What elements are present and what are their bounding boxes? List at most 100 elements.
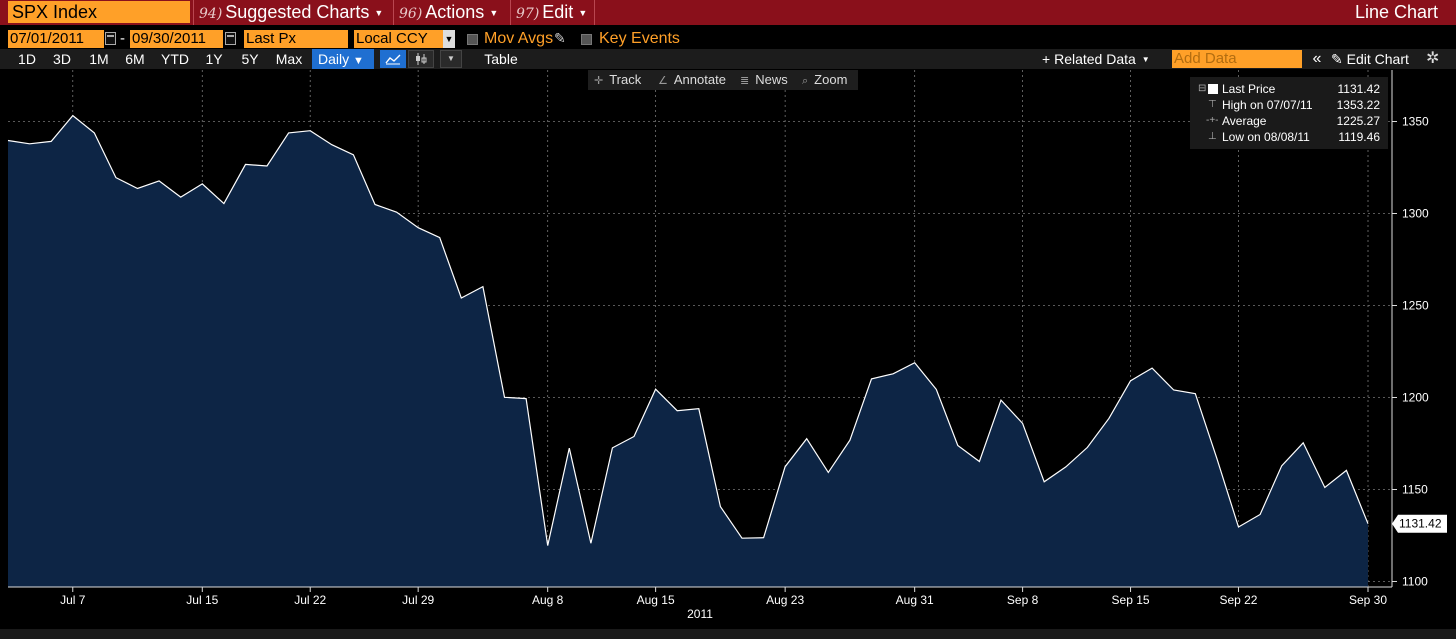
zoom-tool[interactable]: ⌕ Zoom	[802, 70, 847, 90]
legend-value: 1225.27	[1336, 114, 1380, 128]
start-date-field[interactable]: 07/01/2011	[8, 30, 104, 48]
x-tick-label: Sep 15	[1112, 593, 1150, 607]
x-tick-label: Aug 31	[896, 593, 934, 607]
x-tick-label: Jul 7	[60, 593, 86, 607]
y-tick-label: 1200	[1402, 390, 1429, 404]
x-tick-label: Jul 29	[402, 593, 434, 607]
ticker-field[interactable]: SPX Index	[8, 1, 190, 23]
high-marker-icon: ⊤	[1208, 99, 1217, 110]
plus-icon: +	[1042, 51, 1055, 67]
y-tick-label: 1300	[1402, 207, 1429, 221]
calendar-icon[interactable]	[105, 32, 116, 45]
controls-row: 07/01/2011 - 09/30/2011 Last Px Local CC…	[0, 29, 1456, 50]
pencil-icon: ✎	[1331, 51, 1347, 67]
legend-high[interactable]: ⊤ High on 07/07/11 1353.22	[1190, 97, 1388, 113]
period-1d[interactable]: 1D	[18, 51, 36, 67]
legend-value: 1353.22	[1336, 98, 1380, 112]
candlestick-icon[interactable]	[408, 50, 434, 68]
track-label: Track	[609, 72, 642, 87]
caret-down-icon: ▼	[1141, 55, 1150, 64]
period-1m[interactable]: 1M	[89, 51, 109, 67]
legend-label: Last Price	[1222, 82, 1276, 96]
period-1y[interactable]: 1Y	[205, 51, 223, 67]
pencil-icon[interactable]: ✎	[554, 30, 566, 46]
table-button[interactable]: Table	[484, 51, 518, 67]
period-6m[interactable]: 6M	[125, 51, 145, 67]
average-marker-icon: -+-	[1206, 115, 1219, 126]
x-tick-label: Aug 15	[637, 593, 675, 607]
last-price-tag-shape	[1392, 514, 1447, 533]
legend-average[interactable]: -+- Average 1225.27	[1190, 113, 1388, 129]
legend-low[interactable]: ⊥ Low on 08/08/11 1119.46	[1190, 129, 1388, 145]
track-tool[interactable]: ✛ Track	[594, 70, 641, 90]
x-tick-label: Sep 8	[1007, 593, 1039, 607]
mov-avgs-checkbox[interactable]	[467, 34, 478, 45]
related-data-menu[interactable]: + Related Data ▼	[1042, 49, 1150, 70]
line-chart-icon[interactable]	[380, 50, 406, 68]
period-5y[interactable]: 5Y	[241, 51, 259, 67]
period-3d[interactable]: 3D	[53, 51, 71, 67]
chart-style-dropdown-icon[interactable]: ▼	[440, 50, 462, 68]
x-axis-ticks: Jul 7 Jul 15 Jul 22 Jul 29 Aug 8 Aug 15 Aug 23…	[60, 587, 1387, 607]
suggested-charts-menu[interactable]: 94) Suggested Charts ▼	[199, 0, 383, 25]
y-tick-label: 1250	[1402, 299, 1429, 313]
menu-separator	[594, 0, 595, 25]
mov-avgs-label[interactable]: Mov Avgs	[484, 30, 554, 47]
last-price-tag: 1131.42	[1392, 514, 1447, 533]
x-tick-label: Aug 8	[532, 593, 564, 607]
x-tick-label: Aug 23	[766, 593, 804, 607]
add-data-input[interactable]: Add Data	[1172, 50, 1302, 68]
period-ytd[interactable]: YTD	[161, 51, 189, 67]
news-label: News	[755, 72, 788, 87]
key-events-checkbox[interactable]	[581, 34, 592, 45]
collapse-chevrons-icon[interactable]: «	[1312, 50, 1322, 67]
x-tick-label: Jul 15	[186, 593, 218, 607]
x-axis-year-label: 2011	[687, 607, 713, 621]
menu-separator	[193, 0, 194, 25]
period-toolbar: 1D 3D 1M 6M YTD 1Y 5Y Max Daily ▼ ▼ Tabl…	[0, 49, 1456, 69]
menu-label: Actions	[425, 2, 485, 22]
calendar-icon[interactable]	[225, 32, 236, 45]
x-tick-label: Sep 30	[1349, 593, 1387, 607]
key-events-label[interactable]: Key Events	[599, 30, 680, 47]
menu-separator	[510, 0, 511, 25]
legend-last-price[interactable]: ⊟ Last Price 1131.42	[1190, 81, 1388, 97]
menu-label: Suggested Charts	[225, 2, 370, 22]
edit-menu[interactable]: 97) Edit ▼	[516, 0, 587, 25]
menu-label: Edit	[542, 2, 574, 22]
dropdown-arrow-icon[interactable]: ▼	[443, 30, 455, 48]
date-separator: -	[120, 30, 125, 47]
legend-value: 1119.46	[1338, 130, 1380, 144]
menu-number: 97)	[516, 6, 540, 22]
series-swatch	[1208, 84, 1218, 94]
y-tick-label: 1350	[1402, 115, 1429, 129]
field-select[interactable]: Last Px	[244, 30, 348, 48]
end-date-field[interactable]: 09/30/2011	[130, 30, 223, 48]
magnifier-icon: ⌕	[802, 75, 809, 87]
legend-label: Low on 08/08/11	[1222, 130, 1310, 144]
annotate-label: Annotate	[673, 72, 726, 87]
title-bar: SPX Index 94) Suggested Charts ▼ 96) Action…	[0, 0, 1456, 25]
frequency-label: Daily	[318, 51, 350, 67]
menu-separator	[393, 0, 394, 25]
price-line	[7, 114, 1369, 546]
edit-chart-button[interactable]: ✎ Edit Chart	[1331, 49, 1409, 69]
price-area	[8, 115, 1368, 587]
gear-icon[interactable]: ✲	[1426, 50, 1440, 67]
currency-select[interactable]: Local CCY	[354, 30, 444, 48]
caret-down-icon: ▼	[489, 8, 499, 18]
menu-number: 94)	[199, 6, 223, 22]
legend-label: High on 07/07/11	[1222, 98, 1313, 112]
news-tool[interactable]: ≣ News	[740, 70, 788, 90]
news-icon: ≣	[740, 75, 750, 87]
frequency-select[interactable]: Daily ▼	[312, 49, 374, 69]
legend-value: 1131.42	[1337, 82, 1381, 96]
period-max[interactable]: Max	[275, 51, 303, 67]
x-tick-label: Jul 22	[294, 593, 326, 607]
annotate-tool[interactable]: ∠ Annotate	[658, 70, 726, 90]
caret-down-icon: ▼	[353, 55, 364, 67]
actions-menu[interactable]: 96) Actions ▼	[399, 0, 498, 25]
annotate-icon: ∠	[658, 75, 668, 87]
legend-label: Average	[1222, 114, 1267, 128]
